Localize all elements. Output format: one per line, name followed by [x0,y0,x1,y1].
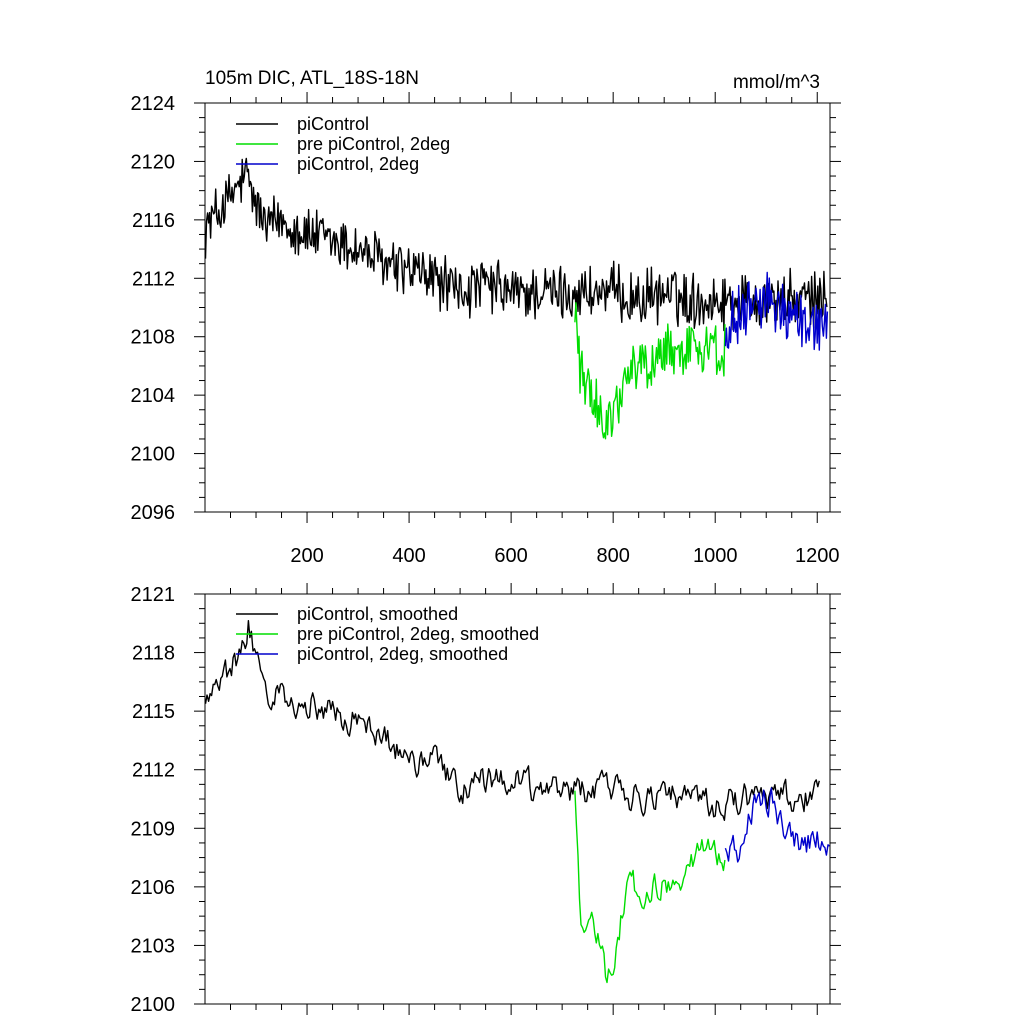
y-tick-label: 2106 [131,877,176,899]
legend-label: piControl [297,114,369,134]
y-tick-label: 2103 [131,935,176,957]
y-tick-label: 2096 [131,502,176,524]
y-tick-label: 2116 [132,210,175,232]
y-tick-label: 2108 [131,327,176,349]
x-tick-label: 200 [290,545,323,567]
y-tick-label: 2112 [132,760,175,782]
figure-title: 105m DIC, ATL_18S-18N [205,68,419,89]
x-tick-label: 1200 [795,545,840,567]
top-panel: 200 400 600 800 1000 1200 2096 2100 2104 2108 2112… [131,92,841,567]
series-line [574,790,726,984]
y-tick-label: 2124 [131,93,176,115]
y-tick-label: 2118 [132,643,175,665]
legend-label: piControl, smoothed [297,604,458,624]
x-tick-label: 800 [596,545,629,567]
x-tick-label: 1000 [693,545,738,567]
y-tick-label: 2112 [132,268,175,290]
figure-units: mmol/m^3 [733,72,820,93]
legend-label: pre piControl, 2deg [297,134,450,154]
series-line [724,787,830,863]
series-line [205,620,820,821]
series-line [724,271,829,351]
legend-label: piControl, 2deg [297,154,419,174]
bottom-panel: 2100 2103 2106 2109 2112 2115 2118 2121 piContro… [131,583,841,1016]
y-tick-label: 2115 [132,701,175,723]
legend-label: pre piControl, 2deg, smoothed [297,624,539,644]
y-tick-label: 2100 [131,444,176,466]
x-tick-label: 400 [392,545,425,567]
legend-label: piControl, 2deg, smoothed [297,644,508,664]
series-line [574,302,726,440]
y-tick-label: 2109 [131,818,176,840]
y-tick-label: 2104 [131,385,176,407]
x-tick-label: 600 [494,545,527,567]
y-tick-label: 2120 [131,151,176,173]
y-tick-label: 2121 [131,584,176,606]
y-tick-label: 2100 [131,994,176,1016]
series-line [205,157,828,332]
